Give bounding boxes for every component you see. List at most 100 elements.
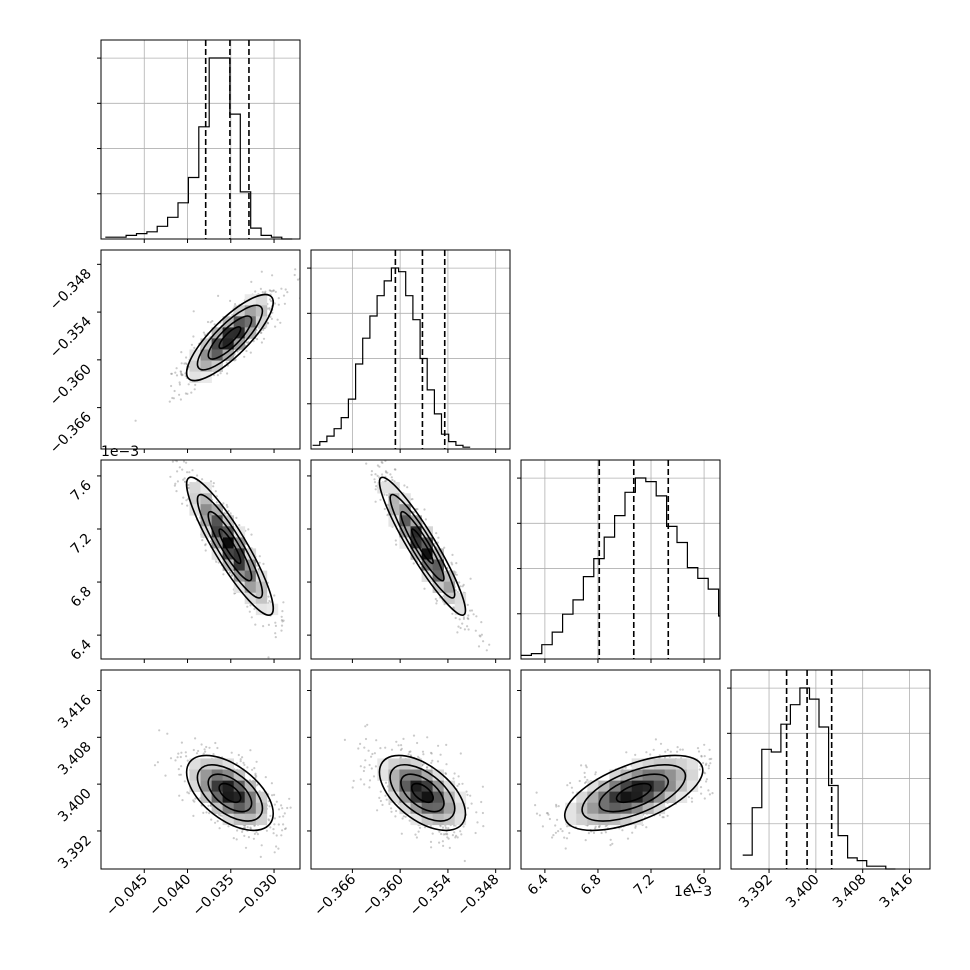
sample-point xyxy=(242,761,245,765)
y-tick-label: 7.2 xyxy=(68,531,95,558)
sample-point xyxy=(566,784,569,787)
sample-point xyxy=(266,321,269,325)
sample-point xyxy=(364,759,367,762)
histogram-panel-2 xyxy=(517,459,721,660)
sample-point xyxy=(425,766,428,769)
density-cell xyxy=(377,758,389,770)
panel-content xyxy=(365,460,491,663)
sample-point xyxy=(389,473,392,476)
sample-point xyxy=(368,779,372,782)
sample-point xyxy=(391,478,394,482)
sample-point xyxy=(723,770,725,772)
sample-point xyxy=(384,470,387,473)
sample-point xyxy=(451,553,454,557)
sample-point xyxy=(257,567,260,571)
sample-point xyxy=(263,291,266,294)
sample-point xyxy=(705,762,708,765)
density-cell xyxy=(620,791,632,803)
sample-point xyxy=(359,778,362,781)
sample-point xyxy=(268,805,271,808)
sample-point xyxy=(557,830,560,833)
sample-point xyxy=(177,752,180,755)
density-cell xyxy=(189,482,201,494)
sample-point xyxy=(708,793,712,796)
sample-point xyxy=(274,290,277,293)
density-cell xyxy=(200,769,212,781)
sample-point xyxy=(587,832,591,835)
sample-point xyxy=(274,636,277,639)
density-cell xyxy=(432,559,444,571)
scatter-panel-2-0 xyxy=(100,457,301,660)
sample-point xyxy=(546,812,549,815)
sample-point xyxy=(243,834,246,838)
sample-point xyxy=(180,373,183,376)
sample-point xyxy=(259,287,262,290)
sample-point xyxy=(209,804,212,807)
density-cell xyxy=(189,769,201,781)
sample-point xyxy=(227,825,230,828)
sample-point xyxy=(233,359,236,362)
sample-point xyxy=(168,400,171,403)
sample-point xyxy=(453,772,456,775)
density-cell xyxy=(377,769,389,781)
sample-point xyxy=(488,661,490,663)
sample-point xyxy=(182,478,185,481)
sample-point xyxy=(364,737,368,741)
sample-point xyxy=(211,320,214,323)
sample-point xyxy=(435,532,438,535)
sample-point xyxy=(273,793,276,797)
sample-point xyxy=(254,290,257,293)
sample-point xyxy=(222,573,225,576)
sample-point xyxy=(459,585,462,588)
sample-point xyxy=(352,779,355,783)
sample-point xyxy=(249,827,252,830)
sample-point xyxy=(436,760,440,763)
sample-point xyxy=(219,372,222,375)
density-cell xyxy=(244,780,257,792)
sample-point xyxy=(422,763,425,766)
sample-point xyxy=(375,485,378,488)
sample-point xyxy=(256,338,259,341)
sample-point xyxy=(181,799,184,802)
sample-point xyxy=(258,561,261,564)
density-cell xyxy=(565,802,577,815)
sample-point xyxy=(194,737,197,740)
sample-point xyxy=(624,766,627,769)
sample-point xyxy=(179,398,182,401)
density-cell xyxy=(454,603,467,616)
density-cell xyxy=(664,758,677,770)
sample-point xyxy=(451,612,454,615)
sample-point xyxy=(272,289,275,292)
density-cell xyxy=(587,802,599,815)
sample-point xyxy=(462,616,465,619)
density-cell xyxy=(255,592,268,605)
sample-point xyxy=(585,780,588,784)
sample-point xyxy=(431,759,434,762)
sample-point xyxy=(269,601,272,604)
sample-point xyxy=(400,747,403,750)
sample-point xyxy=(269,289,272,292)
sample-point xyxy=(244,846,248,849)
x-tick-label: 7.2 xyxy=(631,872,658,899)
density-cell xyxy=(211,349,223,361)
sample-point xyxy=(700,792,703,795)
sample-point xyxy=(275,845,278,848)
density-cell xyxy=(399,504,411,516)
density-cell xyxy=(244,813,257,826)
sample-point xyxy=(255,760,258,763)
scatter-panel-3-2 xyxy=(520,669,725,870)
sample-point xyxy=(229,299,232,302)
density-cell xyxy=(255,570,268,582)
sample-point xyxy=(280,619,283,622)
sample-point xyxy=(626,837,630,840)
x-tick-label: 3.400 xyxy=(783,872,823,912)
sample-point xyxy=(232,837,235,840)
sample-point xyxy=(192,457,194,459)
sample-point xyxy=(654,738,658,741)
sample-point xyxy=(262,328,265,331)
sample-point xyxy=(455,562,458,565)
sample-point xyxy=(359,765,362,768)
sample-point xyxy=(283,812,286,815)
histogram-panel-1 xyxy=(307,249,511,450)
sample-point xyxy=(454,616,457,620)
